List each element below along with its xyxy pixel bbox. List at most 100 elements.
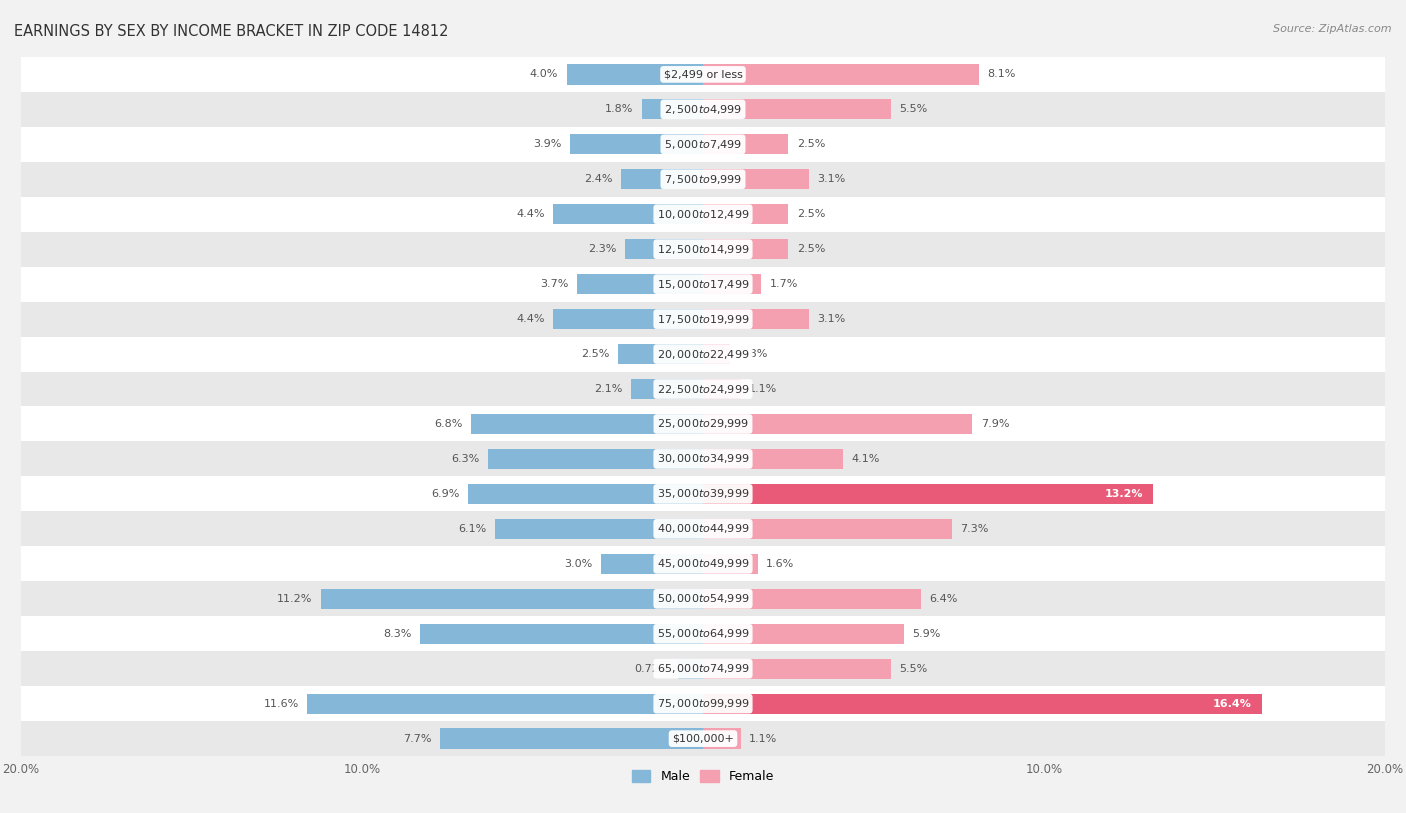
Bar [703,484,1153,504]
Bar [703,414,973,434]
Text: 1.6%: 1.6% [766,559,794,569]
Bar [553,204,703,224]
Text: 3.0%: 3.0% [564,559,592,569]
Bar [21,651,1385,686]
Bar [703,728,741,749]
Bar [703,449,842,469]
Text: $7,500 to $9,999: $7,500 to $9,999 [664,173,742,185]
Bar [21,581,1385,616]
Bar [600,554,703,574]
Bar [703,624,904,644]
Bar [21,162,1385,197]
Bar [21,406,1385,441]
Text: $2,500 to $4,999: $2,500 to $4,999 [664,103,742,115]
Bar [703,554,758,574]
Text: 3.1%: 3.1% [817,174,845,185]
Text: $40,000 to $44,999: $40,000 to $44,999 [657,523,749,535]
Text: $22,500 to $24,999: $22,500 to $24,999 [657,383,749,395]
Text: 7.7%: 7.7% [404,733,432,744]
Bar [21,616,1385,651]
Bar [703,274,761,294]
Bar [553,309,703,329]
Bar [21,686,1385,721]
Text: 4.0%: 4.0% [530,69,558,80]
Text: 1.8%: 1.8% [605,104,633,115]
Text: $10,000 to $12,499: $10,000 to $12,499 [657,208,749,220]
Bar [440,728,703,749]
Bar [703,693,1263,714]
Bar [21,267,1385,302]
Bar [21,302,1385,337]
Text: 13.2%: 13.2% [1104,489,1143,499]
Bar [21,92,1385,127]
Text: 7.9%: 7.9% [981,419,1010,429]
Bar [21,476,1385,511]
Text: $55,000 to $64,999: $55,000 to $64,999 [657,628,749,640]
Text: 5.5%: 5.5% [898,663,928,674]
Text: 2.5%: 2.5% [797,209,825,220]
Bar [308,693,703,714]
Text: $15,000 to $17,499: $15,000 to $17,499 [657,278,749,290]
Bar [569,134,703,154]
Text: 2.5%: 2.5% [581,349,609,359]
Text: 6.3%: 6.3% [451,454,479,464]
Text: 11.2%: 11.2% [277,593,312,604]
Bar [631,379,703,399]
Bar [576,274,703,294]
Text: 8.3%: 8.3% [382,628,412,639]
Bar [703,169,808,189]
Bar [468,484,703,504]
Bar [471,414,703,434]
Bar [703,239,789,259]
Bar [420,624,703,644]
Text: 3.1%: 3.1% [817,314,845,324]
Text: $12,500 to $14,999: $12,500 to $14,999 [657,243,749,255]
Text: 0.72%: 0.72% [634,663,669,674]
Text: 1.7%: 1.7% [769,279,797,289]
Text: 1.1%: 1.1% [749,384,778,394]
Bar [617,344,703,364]
Bar [21,511,1385,546]
Text: $65,000 to $74,999: $65,000 to $74,999 [657,663,749,675]
Bar [703,519,952,539]
Text: 3.9%: 3.9% [533,139,561,150]
Text: 3.7%: 3.7% [540,279,568,289]
Text: $35,000 to $39,999: $35,000 to $39,999 [657,488,749,500]
Text: 6.1%: 6.1% [458,524,486,534]
Text: $5,000 to $7,499: $5,000 to $7,499 [664,138,742,150]
Text: 0.8%: 0.8% [738,349,768,359]
Text: 2.3%: 2.3% [588,244,616,254]
Bar [321,589,703,609]
Text: 2.4%: 2.4% [583,174,613,185]
Legend: Male, Female: Male, Female [627,765,779,789]
Text: 7.3%: 7.3% [960,524,988,534]
Text: 4.1%: 4.1% [851,454,880,464]
Bar [21,127,1385,162]
Bar [21,546,1385,581]
Text: 2.5%: 2.5% [797,244,825,254]
Text: 5.5%: 5.5% [898,104,928,115]
Bar [21,441,1385,476]
Text: 4.4%: 4.4% [516,209,544,220]
Text: Source: ZipAtlas.com: Source: ZipAtlas.com [1274,24,1392,34]
Bar [21,57,1385,92]
Bar [488,449,703,469]
Text: 16.4%: 16.4% [1213,698,1251,709]
Bar [495,519,703,539]
Bar [624,239,703,259]
Text: 2.1%: 2.1% [595,384,623,394]
Bar [703,344,730,364]
Bar [703,309,808,329]
Text: $100,000+: $100,000+ [672,733,734,744]
Bar [21,232,1385,267]
Text: 11.6%: 11.6% [264,698,299,709]
Text: 4.4%: 4.4% [516,314,544,324]
Text: $17,500 to $19,999: $17,500 to $19,999 [657,313,749,325]
Bar [703,64,979,85]
Text: 5.9%: 5.9% [912,628,941,639]
Text: $50,000 to $54,999: $50,000 to $54,999 [657,593,749,605]
Text: $2,499 or less: $2,499 or less [664,69,742,80]
Text: $20,000 to $22,499: $20,000 to $22,499 [657,348,749,360]
Bar [21,337,1385,372]
Bar [641,99,703,120]
